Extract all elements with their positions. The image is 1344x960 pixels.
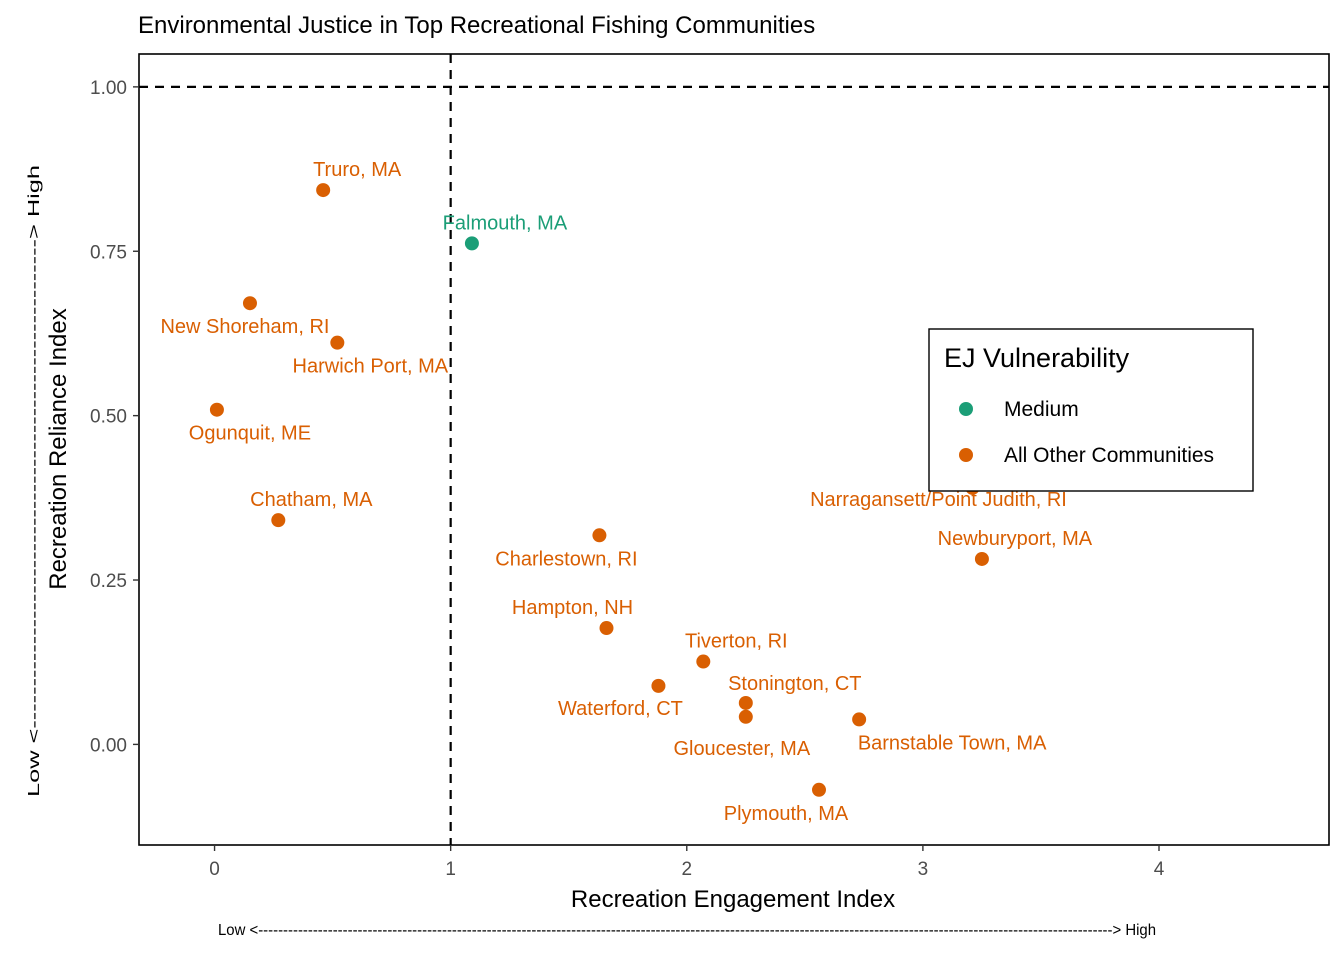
point-harwich-port-ma [330,335,345,350]
label-ogunquit-me: Ogunquit, ME [189,423,311,445]
x-tick-label: 4 [1154,859,1165,880]
point-gloucester-ma [738,709,753,724]
x-axis-ticks: 0 1 2 3 4 [209,845,1165,880]
point-new-shoreham-ri [242,296,257,311]
point-hampton-nh [599,621,614,636]
label-newburyport-ma: Newburyport, MA [938,528,1093,550]
reference-lines [139,54,1329,845]
point-truro-ma [316,183,331,198]
y-tick-label: 0.25 [90,571,127,592]
x-tick-label: 0 [209,859,220,880]
label-stonington-ct: Stonington, CT [728,673,861,695]
y-axis-ticks: 0.00 0.25 0.50 0.75 1.00 [90,78,139,756]
point-newburyport-ma [974,551,989,566]
label-gloucester-ma: Gloucester, MA [673,738,810,760]
label-charlestown-ri: Charlestown, RI [495,548,637,570]
chart-title: Environmental Justice in Top Recreationa… [138,12,815,39]
label-tiverton-ri: Tiverton, RI [685,631,788,653]
legend-title: EJ Vulnerability [944,343,1130,373]
point-stonington-ct [738,695,753,710]
x-tick-label: 3 [918,859,929,880]
legend-swatch-all-other [959,448,973,462]
point-ogunquit-me [209,402,224,417]
y-axis-direction-note: Low <-----------------------------------… [26,165,43,797]
legend-swatch-medium [959,402,973,416]
point-plymouth-ma [812,782,826,797]
label-truro-ma: Truro, MA [313,159,402,181]
label-barnstable-town-ma: Barnstable Town, MA [858,732,1047,754]
x-axis-direction-note: Low <-----------------------------------… [218,922,1156,939]
y-tick-label: 0.00 [90,735,127,756]
legend-label-all-other: All Other Communities [1004,444,1214,467]
point-barnstable-town-ma [852,712,867,727]
label-harwich-port-ma: Harwich Port, MA [293,356,449,378]
y-tick-label: 1.00 [90,78,127,99]
x-axis-title: Recreation Engagement Index [571,886,895,913]
y-tick-label: 0.75 [90,242,127,263]
label-narragansett-point-judith-ri: Narragansett/Point Judith, RI [810,489,1067,511]
label-chatham-ma: Chatham, MA [250,489,373,511]
point-tiverton-ri [696,654,711,669]
point-charlestown-ri [592,528,607,543]
point-labels-layer: Truro, MA Falmouth, MA New Shoreham, RI Har… [160,159,1092,825]
point-chatham-ma [271,513,286,528]
point-falmouth-ma [464,236,479,251]
label-falmouth-ma: Falmouth, MA [443,212,568,234]
x-tick-label: 2 [681,859,692,880]
legend-box [928,328,1254,492]
x-tick-label: 1 [445,859,456,880]
plot-panel-border [138,53,1330,846]
y-axis-title: Recreation Reliance Index [45,308,72,590]
legend: EJ Vulnerability Medium All Other Commun… [928,328,1254,492]
label-new-shoreham-ri: New Shoreham, RI [160,316,329,338]
label-hampton-nh: Hampton, NH [512,597,633,619]
label-plymouth-ma: Plymouth, MA [724,803,849,825]
legend-label-medium: Medium [1004,398,1079,421]
point-waterford-ct [651,678,666,693]
y-tick-label: 0.50 [90,407,127,428]
label-waterford-ct: Waterford, CT [558,698,683,720]
